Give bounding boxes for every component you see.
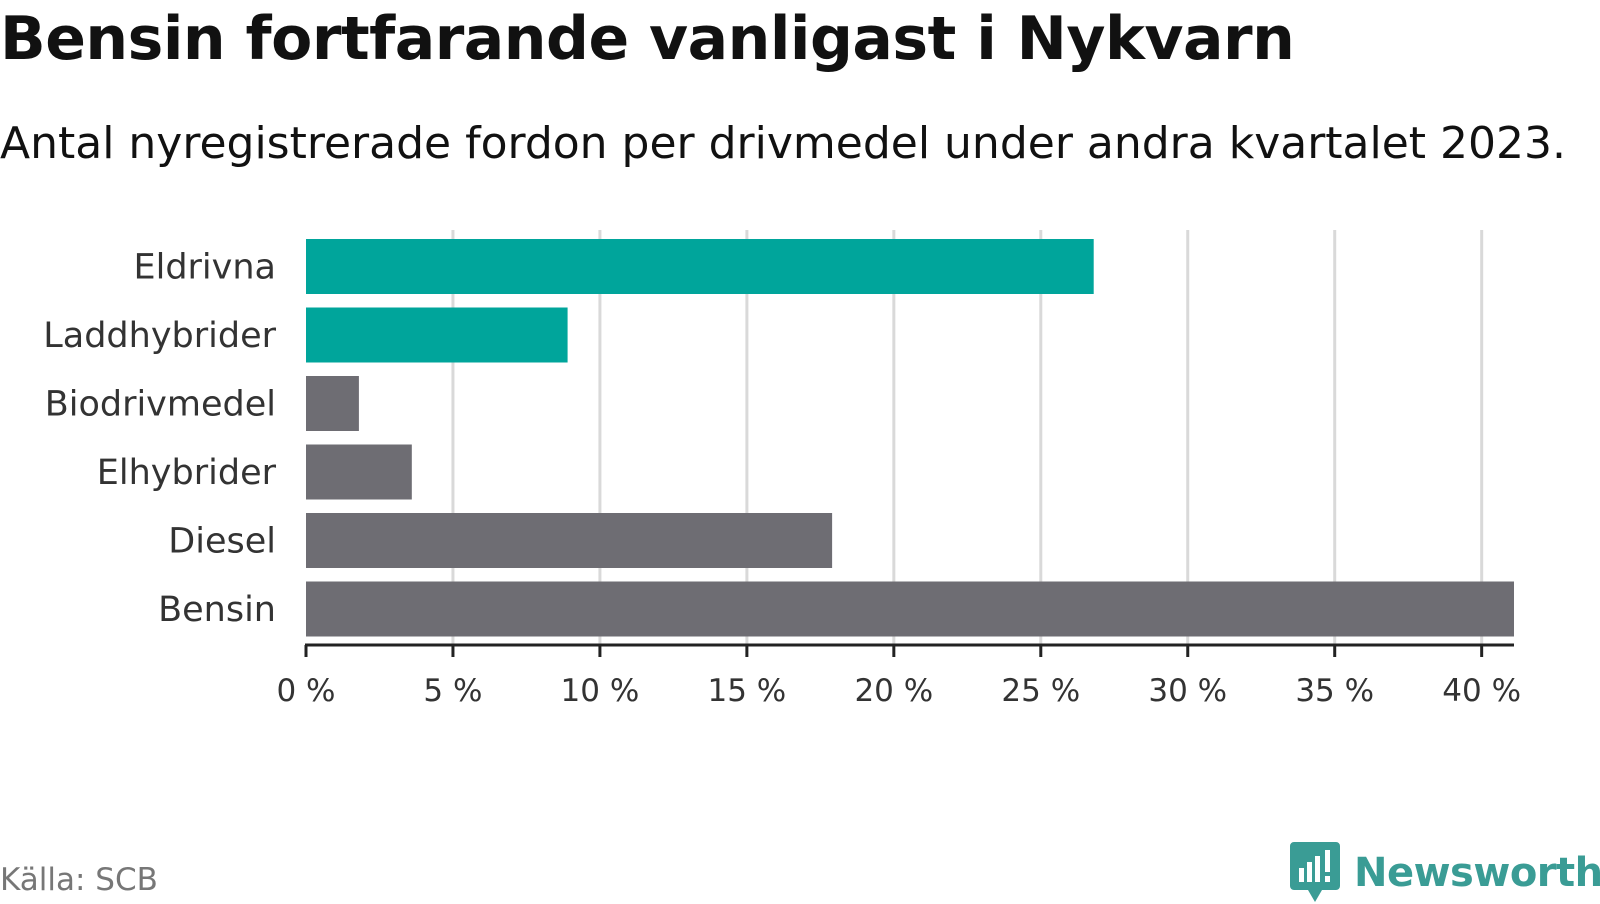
page-title: Bensin fortfarande vanligast i Nykvarn: [0, 4, 1295, 74]
bars: [306, 239, 1514, 637]
category-label: Eldrivna: [133, 248, 276, 288]
source-note: Källa: SCB: [0, 862, 158, 898]
x-tick-label: 25 %: [1001, 673, 1080, 709]
x-axis: 0 % 5 % 10 % 15 % 20 % 25 % 30 % 35 % 40 %: [276, 643, 1521, 709]
bar: [306, 513, 833, 568]
x-tick-label: 5 %: [423, 673, 482, 709]
x-tick-label: 20 %: [854, 673, 933, 709]
x-tick-label: 30 %: [1148, 673, 1227, 709]
x-tick-label: 35 %: [1295, 673, 1374, 709]
x-tick-label: 15 %: [707, 673, 786, 709]
x-tick-label: 40 %: [1442, 673, 1521, 709]
bar: [306, 444, 412, 500]
category-label: Bensin: [158, 590, 276, 630]
x-tick-label: 0 %: [276, 673, 335, 709]
x-tick-label: 10 %: [561, 673, 640, 709]
newsworthy-logo-icon: [1290, 842, 1340, 902]
bar: [306, 581, 1514, 637]
category-label: Biodrivmedel: [45, 385, 276, 425]
category-label: Elhybrider: [97, 453, 277, 493]
category-label: Diesel: [168, 522, 276, 562]
category-labels: Eldrivna Laddhybrider Biodrivmedel Elhybrid…: [43, 248, 276, 631]
bar: [306, 239, 1094, 294]
grid-lines: [451, 230, 1484, 645]
bar: [306, 307, 568, 363]
brand-name: Newsworthy: [1354, 850, 1600, 896]
bar: [306, 376, 359, 431]
page-subtitle: Antal nyregistrerade fordon per drivmede…: [0, 118, 1566, 169]
brand-logo: Newsworthy: [1290, 842, 1600, 904]
category-label: Laddhybrider: [43, 316, 276, 356]
